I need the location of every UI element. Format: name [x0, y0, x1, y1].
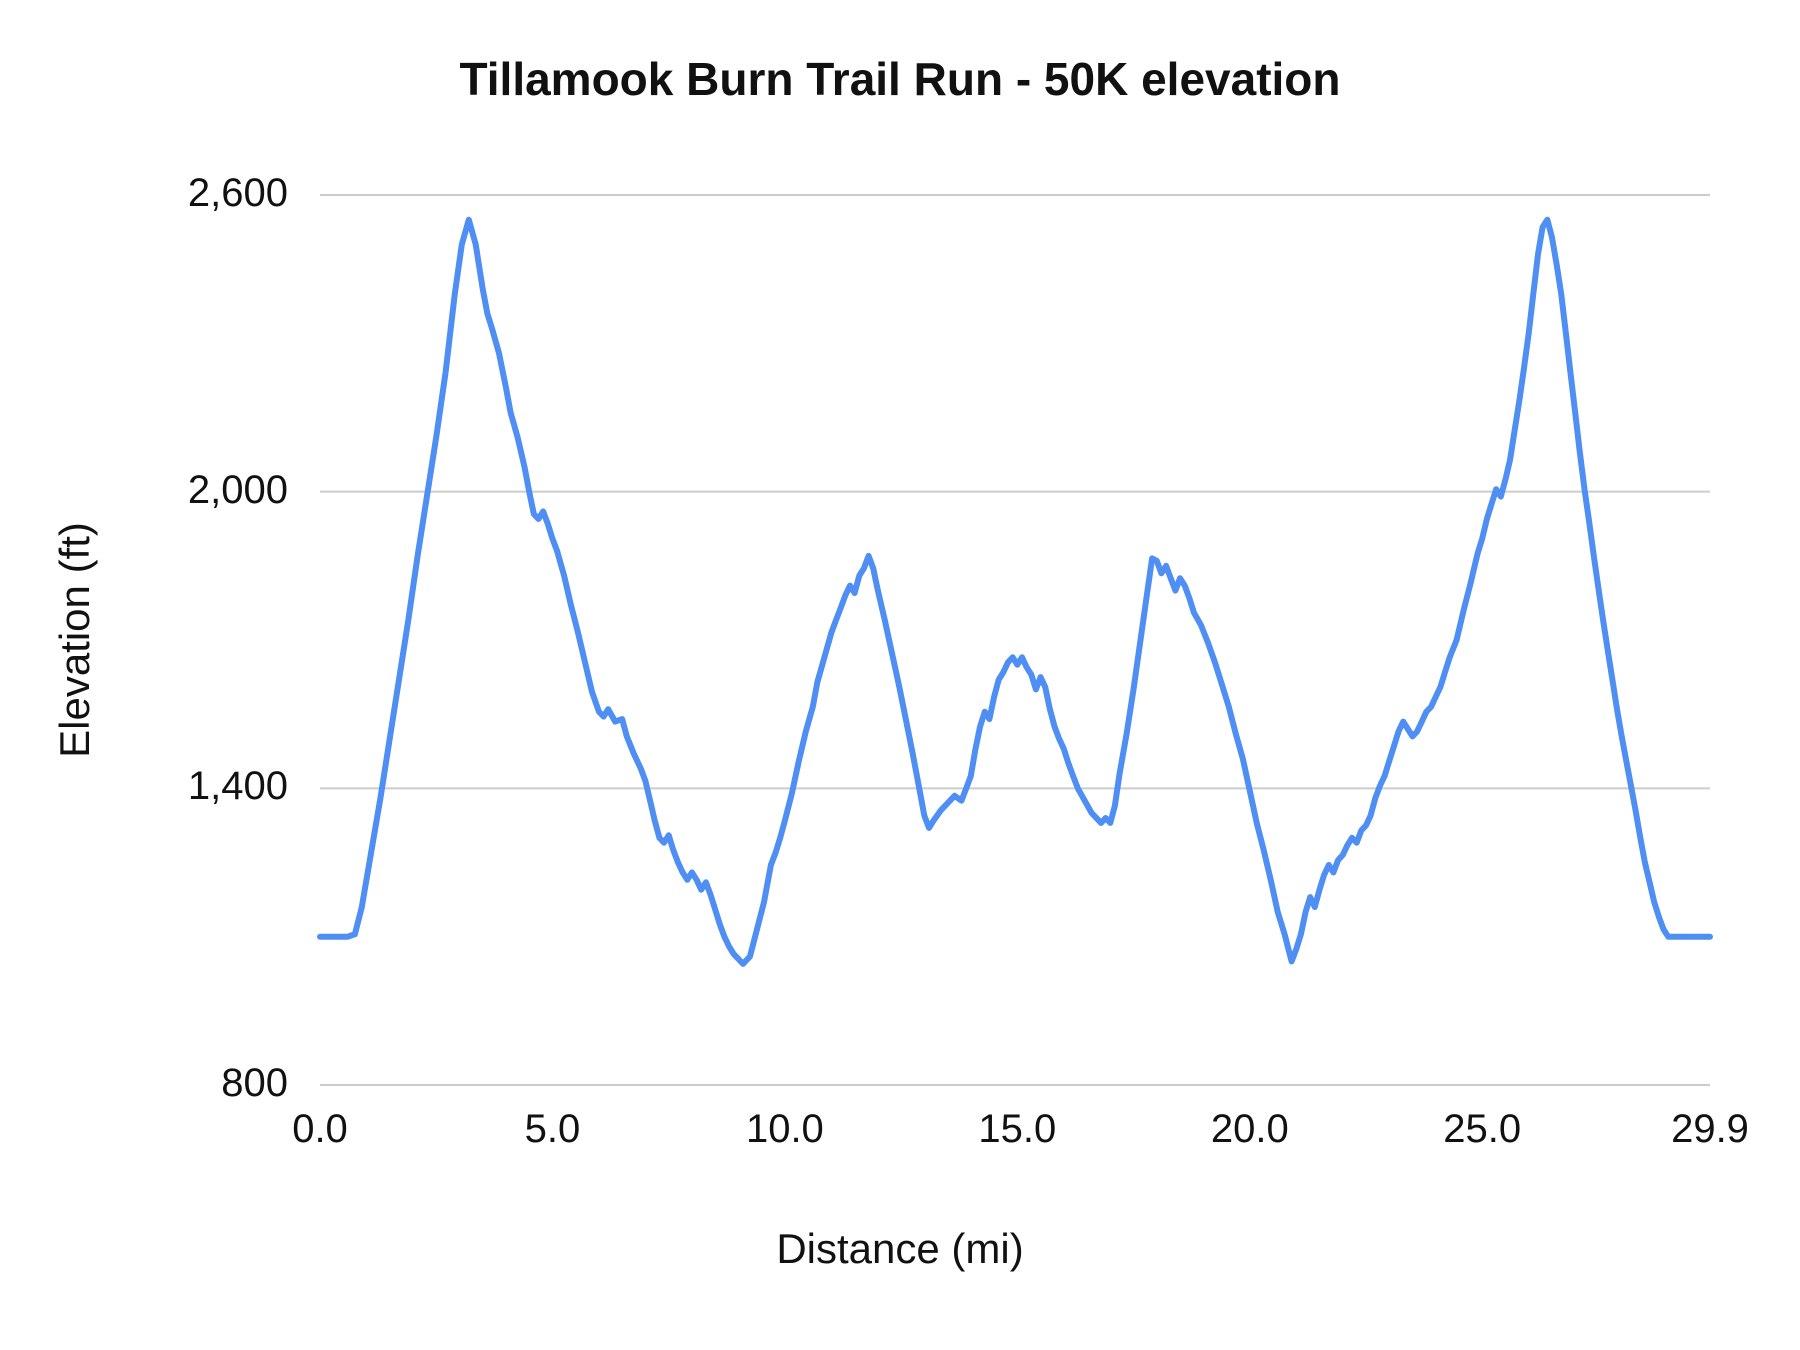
y-tick-label: 1,400: [187, 764, 288, 809]
x-tick-label: 29.9: [1671, 1107, 1749, 1151]
x-tick-label: 25.0: [1443, 1107, 1522, 1151]
y-tick-label: 2,000: [187, 467, 288, 512]
x-axis-title: Distance (mi): [776, 1225, 1024, 1272]
x-tick-label: 20.0: [1210, 1107, 1289, 1151]
elevation-line-series: [317, 216, 1713, 967]
x-tick-label: 5.0: [524, 1107, 581, 1151]
x-tick-label: 10.0: [745, 1107, 824, 1151]
y-axis-title: Elevation (ft): [51, 522, 98, 758]
y-tick-label: 2,600: [187, 171, 288, 215]
x-tick-label: 15.0: [978, 1107, 1057, 1151]
chart-title: Tillamook Burn Trail Run - 50K elevation: [459, 53, 1341, 105]
x-tick-label: 0.0: [292, 1107, 348, 1151]
y-tick-label: 800: [221, 1061, 288, 1105]
